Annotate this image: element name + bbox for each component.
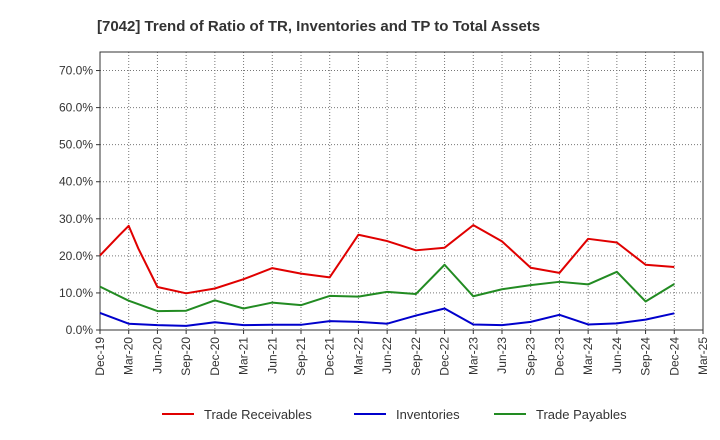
x-tick-label: Mar-20 (122, 337, 136, 375)
x-tick-label: Mar-25 (696, 337, 710, 375)
x-tick-label: Sep-23 (524, 337, 538, 376)
legend: Trade Receivables Inventories Trade Payabl… (162, 407, 627, 422)
plot-frame (99, 51, 704, 331)
y-tick-label: 70.0% (59, 64, 93, 78)
y-tick-label: 60.0% (59, 101, 93, 115)
y-axis: 0.0% 10.0% 20.0% 30.0% 40.0% 50.0% 60.0% 70.0% (59, 64, 100, 337)
grid-lines (99, 52, 704, 331)
x-axis: Dec-19 Mar-20 Jun-20 Sep-20 Dec-20 Mar-21 Jun-… (93, 330, 710, 376)
y-tick-label: 10.0% (59, 286, 93, 300)
series-line-inventories (99, 307, 675, 327)
x-tick-label: Mar-21 (237, 337, 251, 375)
x-tick-label: Sep-24 (639, 337, 653, 376)
x-tick-label: Jun-21 (265, 337, 279, 374)
y-tick-label: 50.0% (59, 138, 93, 152)
x-tick-label: Dec-19 (93, 337, 107, 376)
x-tick-label: Dec-20 (208, 337, 222, 376)
x-tick-label: Jun-20 (150, 337, 164, 374)
x-tick-label: Mar-24 (581, 337, 595, 375)
x-tick-label: Dec-23 (552, 337, 566, 376)
chart-title: [7042] Trend of Ratio of TR, Inventories… (97, 18, 540, 35)
y-tick-label: 30.0% (59, 212, 93, 226)
x-tick-label: Mar-22 (351, 337, 365, 375)
y-tick-label: 20.0% (59, 249, 93, 263)
series-lines (99, 224, 675, 327)
x-tick-label: Dec-22 (438, 337, 452, 376)
y-tick-label: 40.0% (59, 175, 93, 189)
legend-label-inventories: Inventories (396, 407, 460, 422)
series-line-trade-receivables (99, 224, 675, 295)
x-tick-label: Mar-23 (466, 337, 480, 375)
x-tick-label: Dec-21 (323, 337, 337, 376)
x-tick-label: Sep-22 (409, 337, 423, 376)
legend-label-trade-receivables: Trade Receivables (204, 407, 312, 422)
x-tick-label: Sep-20 (179, 337, 193, 376)
series-line-trade-payables (99, 263, 675, 313)
legend-label-trade-payables: Trade Payables (536, 407, 627, 422)
x-tick-label: Jun-23 (495, 337, 509, 374)
y-tick-label: 0.0% (66, 323, 94, 337)
x-tick-label: Jun-22 (380, 337, 394, 374)
x-tick-label: Dec-24 (667, 337, 681, 376)
x-tick-label: Jun-24 (610, 337, 624, 374)
x-tick-label: Sep-21 (294, 337, 308, 376)
